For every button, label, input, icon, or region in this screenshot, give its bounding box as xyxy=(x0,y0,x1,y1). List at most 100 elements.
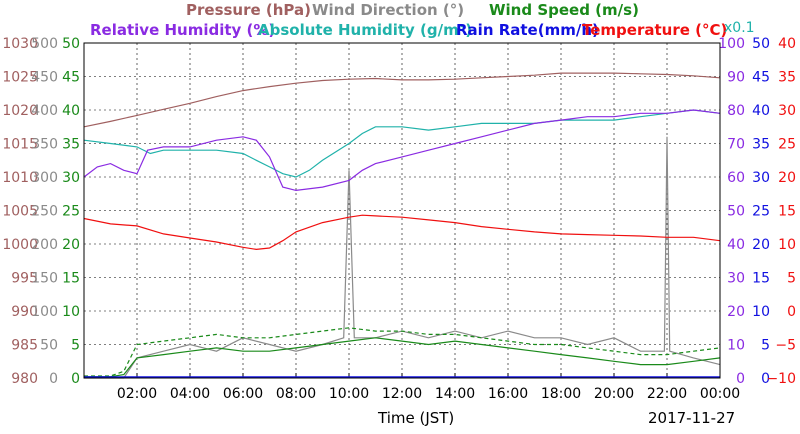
left-tick-wind_direction: 50 xyxy=(40,338,58,354)
left-tick-wind_speed: 30 xyxy=(62,170,80,186)
series-layer xyxy=(83,72,721,379)
header-row2: Relative Humidity (%) Absolute Humidity … xyxy=(90,20,755,39)
right-tick-rain_rate: 10 xyxy=(752,304,770,320)
series-relative-humidity xyxy=(83,109,721,192)
left-tick-wind_direction: 350 xyxy=(31,137,58,153)
x-tick-label: 20:00 xyxy=(594,386,634,402)
x-tick-label: 10:00 xyxy=(329,386,369,402)
x-tick-label: 04:00 xyxy=(170,386,210,402)
left-tick-wind_speed: 50 xyxy=(62,36,80,52)
left-tick-wind_speed: 25 xyxy=(62,204,80,220)
series-wind-speed-m-s xyxy=(84,337,721,378)
x-tick-label: 12:00 xyxy=(382,386,422,402)
right-tick-temperature: 10 xyxy=(778,237,796,253)
right-axes: 1009080706050403020100504540353025201510… xyxy=(718,36,796,387)
right-tick-rain_rate: 5 xyxy=(761,338,770,354)
date-label: 2017-11-27 xyxy=(648,409,735,427)
header-wind-direction-title: Wind Direction (°) xyxy=(312,1,464,19)
left-tick-pressure: 985 xyxy=(11,338,38,354)
right-tick-relative_humidity: 70 xyxy=(727,137,745,153)
right-tick-rain_rate: 40 xyxy=(752,103,770,119)
right-tick-relative_humidity: 0 xyxy=(736,371,745,387)
right-tick-relative_humidity: 50 xyxy=(727,204,745,220)
right-tick-temperature: 5 xyxy=(787,271,796,287)
right-tick-rain_rate: 25 xyxy=(752,204,770,220)
left-tick-wind_speed: 5 xyxy=(71,338,80,354)
header-absolute-humidity-title: Absolute Humidity (g/m³) xyxy=(258,21,472,39)
left-tick-wind_speed: 35 xyxy=(62,137,80,153)
x-tick-label: 08:00 xyxy=(276,386,316,402)
right-tick-temperature: 20 xyxy=(778,170,796,186)
x-tick-label: 22:00 xyxy=(647,386,687,402)
left-tick-wind_direction: 500 xyxy=(31,36,58,52)
right-tick-relative_humidity: 10 xyxy=(727,338,745,354)
right-tick-temperature: 30 xyxy=(778,103,796,119)
x-axis: 02:00 04:00 06:00 08:00 10:00 12:00 14:00 16:00… xyxy=(117,373,740,402)
left-tick-wind_direction: 450 xyxy=(31,70,58,86)
right-tick-temperature: −5 xyxy=(775,338,796,354)
grid xyxy=(84,43,720,378)
right-tick-relative_humidity: 20 xyxy=(727,304,745,320)
left-tick-wind_direction: 150 xyxy=(31,271,58,287)
left-tick-wind_direction: 100 xyxy=(31,304,58,320)
right-tick-rain_rate: 0 xyxy=(761,371,770,387)
left-tick-pressure: 1030 xyxy=(2,36,38,52)
multiplier-label: x0.1 xyxy=(724,20,755,36)
series-absolute-humidity-g-m xyxy=(83,109,721,178)
left-tick-pressure: 1010 xyxy=(2,170,38,186)
header-rain-rate-title: Rain Rate(mm/h) xyxy=(456,21,599,39)
left-tick-pressure: 980 xyxy=(11,371,38,387)
right-tick-relative_humidity: 90 xyxy=(727,70,745,86)
left-tick-pressure: 990 xyxy=(11,304,38,320)
right-tick-relative_humidity: 80 xyxy=(727,103,745,119)
left-tick-wind_speed: 40 xyxy=(62,103,80,119)
right-tick-temperature: 25 xyxy=(778,137,796,153)
right-tick-rain_rate: 45 xyxy=(752,70,770,86)
right-tick-relative_humidity: 40 xyxy=(727,237,745,253)
right-tick-temperature: 15 xyxy=(778,204,796,220)
right-tick-relative_humidity: 60 xyxy=(727,170,745,186)
left-tick-wind_direction: 300 xyxy=(31,170,58,186)
series-wind-direction xyxy=(84,136,721,379)
right-tick-rain_rate: 30 xyxy=(752,170,770,186)
header-wind-speed-title: Wind Speed (m/s) xyxy=(489,1,639,19)
right-tick-temperature: 35 xyxy=(778,70,796,86)
right-tick-temperature: 0 xyxy=(787,304,796,320)
right-tick-rain_rate: 50 xyxy=(752,36,770,52)
right-tick-rain_rate: 15 xyxy=(752,271,770,287)
left-tick-pressure: 1020 xyxy=(2,103,38,119)
header-pressure-title: Pressure (hPa) xyxy=(186,1,311,19)
right-tick-rain_rate: 20 xyxy=(752,237,770,253)
x-tick-label: 14:00 xyxy=(435,386,475,402)
header-row1: Pressure (hPa) Wind Direction (°) Wind S… xyxy=(186,1,639,19)
left-tick-pressure: 1000 xyxy=(2,237,38,253)
x-tick-label: 16:00 xyxy=(488,386,528,402)
left-tick-pressure: 1025 xyxy=(2,70,38,86)
right-tick-temperature: 40 xyxy=(778,36,796,52)
header-temperature-title: Temperature (°C) xyxy=(582,21,727,39)
right-tick-temperature: −10 xyxy=(766,371,796,387)
left-tick-pressure: 995 xyxy=(11,271,38,287)
right-tick-rain_rate: 35 xyxy=(752,137,770,153)
series-temperature-c xyxy=(83,214,721,251)
x-tick-label: 02:00 xyxy=(117,386,157,402)
left-tick-pressure: 1005 xyxy=(2,204,38,220)
x-tick-label: 18:00 xyxy=(541,386,581,402)
plot-frame xyxy=(83,42,721,379)
series-wind-speed-gust-m-s xyxy=(84,327,721,377)
right-tick-relative_humidity: 100 xyxy=(718,36,745,52)
left-tick-wind_speed: 15 xyxy=(62,271,80,287)
series-pressure-hpa xyxy=(83,72,721,128)
left-tick-wind_speed: 10 xyxy=(62,304,80,320)
left-axes: 1030102510201015101010051000995990985980… xyxy=(2,36,80,387)
header-relative-humidity-title: Relative Humidity (%) xyxy=(90,21,275,39)
left-tick-wind_speed: 0 xyxy=(71,371,80,387)
right-tick-relative_humidity: 30 xyxy=(727,271,745,287)
left-tick-wind_speed: 45 xyxy=(62,70,80,86)
left-tick-wind_direction: 200 xyxy=(31,237,58,253)
left-tick-wind_speed: 20 xyxy=(62,237,80,253)
left-tick-pressure: 1015 xyxy=(2,137,38,153)
x-tick-label: 00:00 xyxy=(700,386,740,402)
left-tick-wind_direction: 400 xyxy=(31,103,58,119)
